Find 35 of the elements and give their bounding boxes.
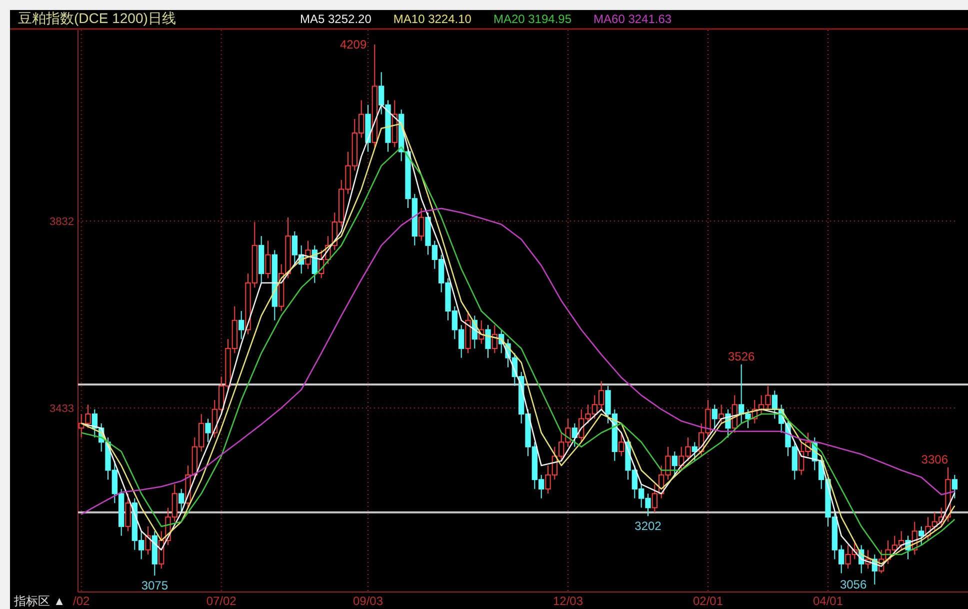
candlestick bbox=[145, 526, 151, 556]
candlestick bbox=[952, 474, 958, 499]
annotation: 4209 bbox=[340, 38, 367, 52]
candlestick bbox=[205, 418, 211, 443]
candlestick bbox=[918, 526, 924, 546]
candlestick bbox=[125, 493, 131, 532]
annotation: 3526 bbox=[728, 349, 756, 364]
text: 指标区 ▲ bbox=[13, 594, 66, 608]
x-tick-label: 09/03 bbox=[352, 594, 384, 608]
annotation: 3202 bbox=[634, 519, 662, 534]
candlestick bbox=[178, 488, 184, 513]
annotation: 3056 bbox=[840, 578, 867, 592]
candlestick bbox=[572, 422, 578, 448]
annotation: 3075 bbox=[141, 578, 168, 593]
candlestick bbox=[712, 404, 718, 429]
x-tick-label: 02/01 bbox=[692, 594, 724, 608]
text: MA10 3224.10 bbox=[393, 12, 472, 26]
candlestick bbox=[418, 207, 424, 242]
candlestick bbox=[672, 451, 678, 476]
candlestick bbox=[485, 324, 491, 358]
text: MA20 3194.95 bbox=[493, 12, 572, 26]
x-tick-label: 07/02 bbox=[206, 594, 237, 608]
text: MA60 3241.63 bbox=[594, 12, 672, 26]
x-tick-label: 04/01 bbox=[812, 594, 844, 608]
candlestick bbox=[265, 240, 271, 279]
y-tick-label: 3433 bbox=[50, 402, 74, 415]
line-series bbox=[80, 208, 956, 515]
candlestick bbox=[238, 310, 244, 340]
annotation: 3306 bbox=[921, 452, 948, 466]
y-tick-label: 3832 bbox=[50, 216, 74, 228]
candlestick bbox=[618, 432, 624, 457]
chart-title: 豆粕指数(DCE 1200)日线 bbox=[18, 10, 176, 26]
text: MA5 3252.20 bbox=[300, 12, 372, 26]
x-tick-label: 12/03 bbox=[552, 594, 584, 608]
x-tick-label: /02 bbox=[72, 594, 90, 608]
